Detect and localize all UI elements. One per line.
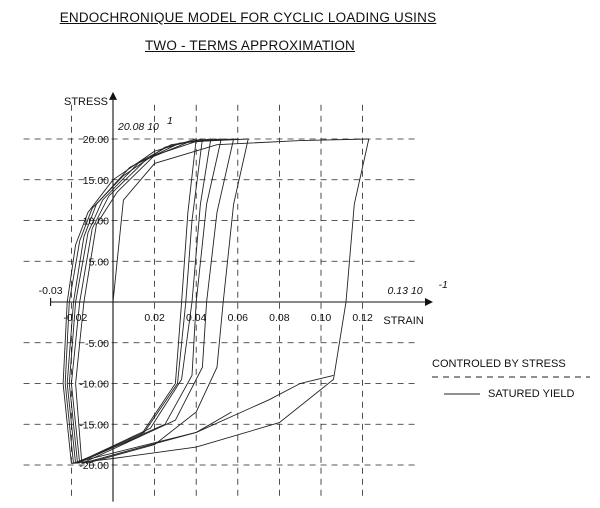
series-curves: [62, 138, 370, 464]
y-tick-label: -5.00: [85, 338, 109, 350]
y-axis-title: STRESS: [64, 96, 108, 108]
y-max-exponent: 1: [167, 115, 173, 127]
series-curve-2: [71, 138, 370, 464]
x-tick-label: 0.02: [144, 312, 165, 324]
series-curve-10: [73, 138, 197, 464]
x-axis-title: STRAIN: [383, 315, 423, 327]
x-tick-label: 0.04: [186, 312, 207, 324]
x-max-exponent: -1: [439, 279, 448, 291]
chart-title: ENDOCHRONIQUE MODEL FOR CYCLIC LOADING U…: [59, 10, 437, 25]
y-tick-label: -15.00: [79, 419, 109, 431]
tick-labels: 20.00 15.00 10.00 5.00 -5.00 -10.00 -15.00 -20.…: [39, 96, 448, 472]
legend-solid-label: SATURED YIELD: [488, 388, 575, 400]
chart-subtitle: TWO - TERMS APPROXIMATION: [144, 38, 355, 53]
x-tick-label: 0.12: [352, 312, 373, 324]
axes: [50, 91, 433, 502]
series-curve-8: [75, 138, 212, 464]
series-curve-1: [112, 138, 369, 303]
y-axis-arrow: [109, 91, 117, 100]
y-tick-label: -20.00: [79, 460, 109, 472]
x-tick-label: 0.10: [311, 312, 332, 324]
series-curve-14: [68, 138, 222, 464]
y-tick-label: 5.00: [89, 256, 110, 268]
series-curve-3: [71, 374, 334, 464]
x-tick-label: 0.08: [269, 312, 290, 324]
series-curve-6: [81, 138, 235, 464]
x-axis-arrow: [425, 298, 433, 306]
series-curve-7: [77, 138, 222, 464]
y-tick-label: 20.00: [83, 134, 109, 146]
x-tick-label: 0.06: [228, 312, 249, 324]
y-max-annotation: 20.08 10: [117, 121, 159, 133]
series-curve-16: [75, 138, 249, 464]
legend-dashed-label: CONTROLED BY STRESS: [432, 358, 566, 370]
y-tick-label: 10.00: [83, 216, 109, 228]
x-tick-label: -0.02: [63, 312, 87, 324]
y-tick-label: 15.00: [83, 175, 109, 187]
y-tick-label: -10.00: [79, 379, 109, 391]
series-curve-4: [85, 138, 249, 464]
series-curve-13: [66, 138, 211, 464]
grid: [23, 104, 417, 496]
series-curve-11: [62, 138, 197, 464]
x-max-annotation: 0.13 10: [388, 285, 423, 297]
x-tick-label: -0.03: [39, 285, 63, 297]
series-curve-5: [81, 411, 232, 464]
series-curve-9: [75, 138, 203, 464]
series-curve-15: [70, 138, 234, 464]
